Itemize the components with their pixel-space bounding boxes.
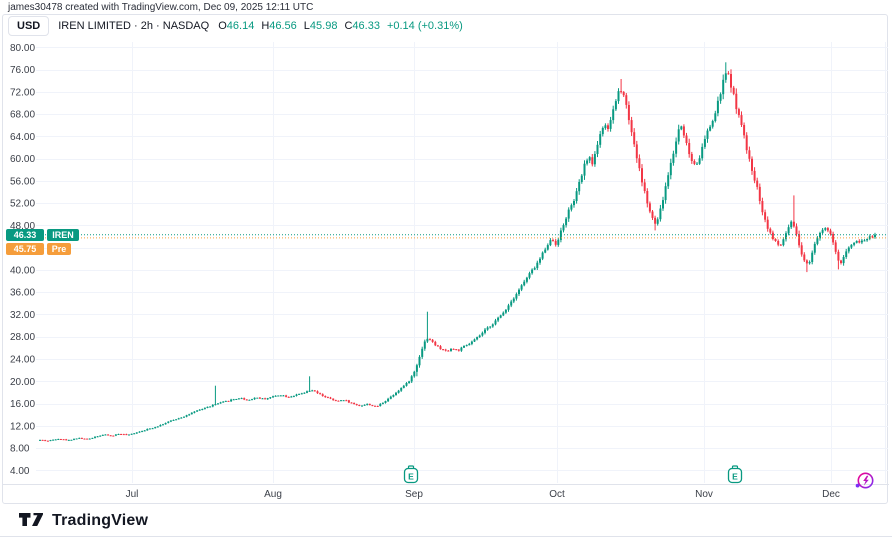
svg-text:Oct: Oct (549, 489, 565, 500)
premarket-price-tag: 45.75 (6, 243, 44, 255)
svg-text:Aug: Aug (264, 489, 282, 500)
svg-text:E: E (408, 472, 414, 482)
ohlc-readout: O46.14 H46.56 L45.98 C46.33 +0.14 (+0.31… (218, 20, 463, 32)
svg-text:56.00: 56.00 (10, 176, 35, 187)
currency-toggle-button[interactable]: USD (8, 16, 50, 36)
change-value: +0.14 (+0.31%) (386, 20, 463, 32)
svg-text:8.00: 8.00 (10, 444, 30, 455)
svg-text:80.00: 80.00 (10, 43, 35, 54)
svg-text:32.00: 32.00 (10, 310, 35, 321)
svg-text:52.00: 52.00 (10, 199, 35, 210)
earnings-marker-icon[interactable]: E (727, 465, 743, 484)
svg-text:Jul: Jul (126, 489, 139, 500)
footer: TradingView (18, 509, 148, 533)
grid-layer (3, 42, 889, 485)
last-price-symbol-tag: IREN (47, 229, 79, 241)
x-axis-labels[interactable]: Jul Aug Sep Oct Nov Dec (126, 489, 840, 500)
svg-text:76.00: 76.00 (10, 65, 35, 76)
open-value: 46.14 (226, 20, 255, 32)
svg-text:36.00: 36.00 (10, 288, 35, 299)
svg-text:Sep: Sep (405, 489, 423, 500)
premarket-label-tag: Pre (47, 243, 71, 255)
last-price-tag: 46.33 (6, 229, 44, 241)
high-value: 46.56 (269, 20, 297, 32)
svg-text:20.00: 20.00 (10, 377, 35, 388)
y-axis-labels[interactable]: 80.00 76.00 72.00 68.00 64.00 60.00 56.00 52.00… (10, 43, 35, 477)
low-label: L (303, 20, 310, 32)
close-label: C (344, 20, 353, 32)
low-value: 45.98 (309, 20, 338, 32)
svg-text:Dec: Dec (822, 489, 840, 500)
close-value: 46.33 (352, 20, 380, 32)
earnings-marker-icon[interactable]: E (403, 465, 419, 484)
bottom-divider (0, 536, 892, 537)
open-label: O (218, 20, 227, 32)
tradingview-logo-text[interactable]: TradingView (52, 512, 149, 529)
svg-text:72.00: 72.00 (10, 87, 35, 98)
chart-header: USD IREN LIMITED · 2h · NASDAQ O46.14 H4… (8, 16, 463, 36)
svg-text:64.00: 64.00 (10, 132, 35, 143)
svg-text:68.00: 68.00 (10, 110, 35, 121)
refresh-icon[interactable] (854, 470, 876, 492)
svg-text:E: E (732, 472, 738, 482)
chart-card (2, 14, 888, 504)
svg-text:60.00: 60.00 (10, 154, 35, 165)
svg-text:16.00: 16.00 (10, 399, 35, 410)
svg-text:12.00: 12.00 (10, 421, 35, 432)
svg-text:Nov: Nov (695, 489, 713, 500)
svg-text:24.00: 24.00 (10, 355, 35, 366)
tradingview-logo-icon[interactable] (18, 509, 45, 533)
svg-text:48.00: 48.00 (10, 221, 35, 232)
candles-layer[interactable] (39, 62, 876, 442)
svg-text:4.00: 4.00 (10, 466, 30, 477)
svg-text:28.00: 28.00 (10, 332, 35, 343)
svg-text:40.00: 40.00 (10, 265, 35, 276)
attribution-text: james30478 created with TradingView.com,… (8, 2, 314, 13)
symbol-description[interactable]: IREN LIMITED · 2h · NASDAQ (58, 20, 210, 32)
high-label: H (261, 20, 270, 32)
